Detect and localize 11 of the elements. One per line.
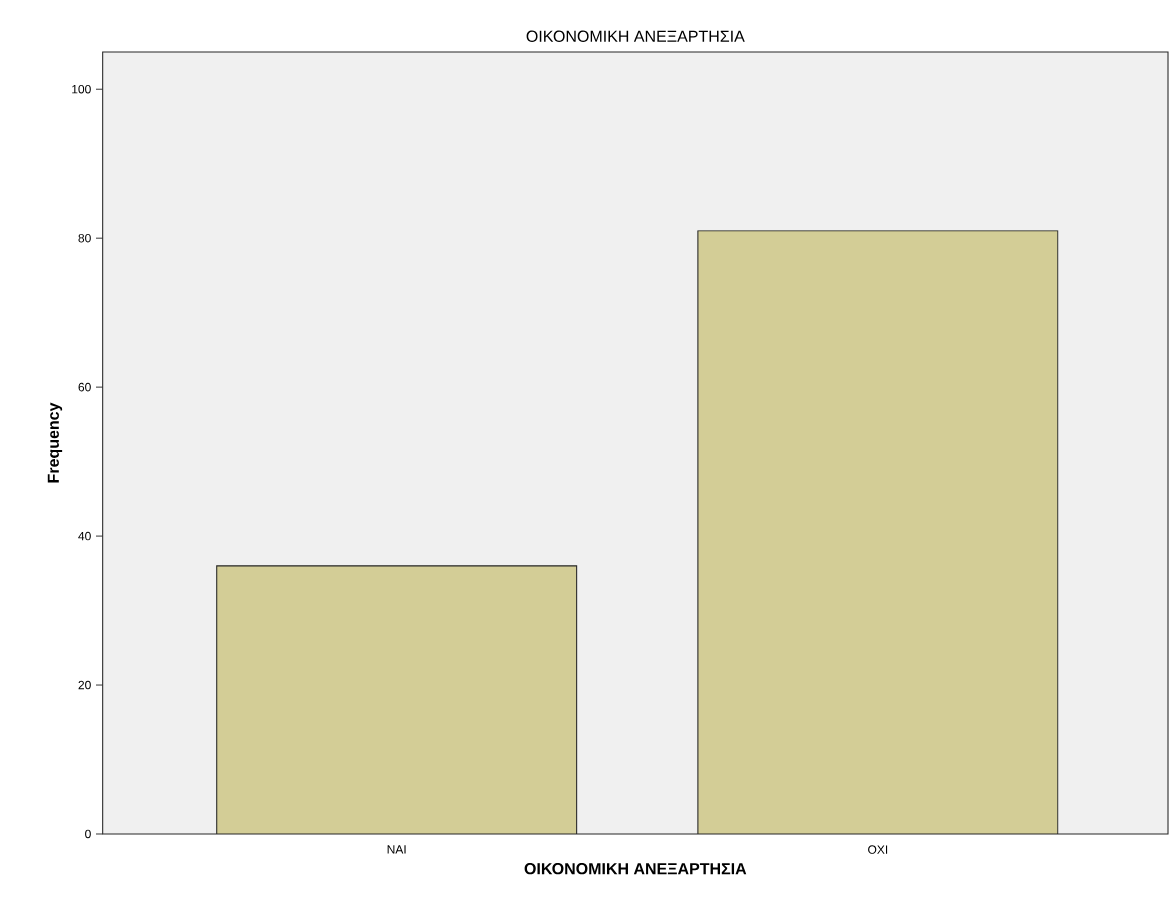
y-axis-title: Frequency bbox=[47, 402, 63, 483]
y-tick-label: 60 bbox=[78, 382, 91, 392]
x-tick-label: ΟΧΙ bbox=[868, 845, 888, 854]
x-axis-title: ΟΙΚΟΝΟΜΙΚΗ ΑΝΕΞΑΡΤΗΣΙΑ bbox=[524, 863, 747, 875]
y-tick-label: 100 bbox=[72, 84, 91, 94]
y-tick-label: 0 bbox=[85, 829, 91, 839]
x-tick-label: ΝΑΙ bbox=[387, 845, 406, 854]
y-tick-label: 40 bbox=[78, 531, 91, 541]
chart-title: ΟΙΚΟΝΟΜΙΚΗ ΑΝΕΞΑΡΤΗΣΙΑ bbox=[526, 30, 745, 42]
y-tick-label: 80 bbox=[78, 233, 91, 243]
y-tick-label: 20 bbox=[78, 680, 91, 690]
